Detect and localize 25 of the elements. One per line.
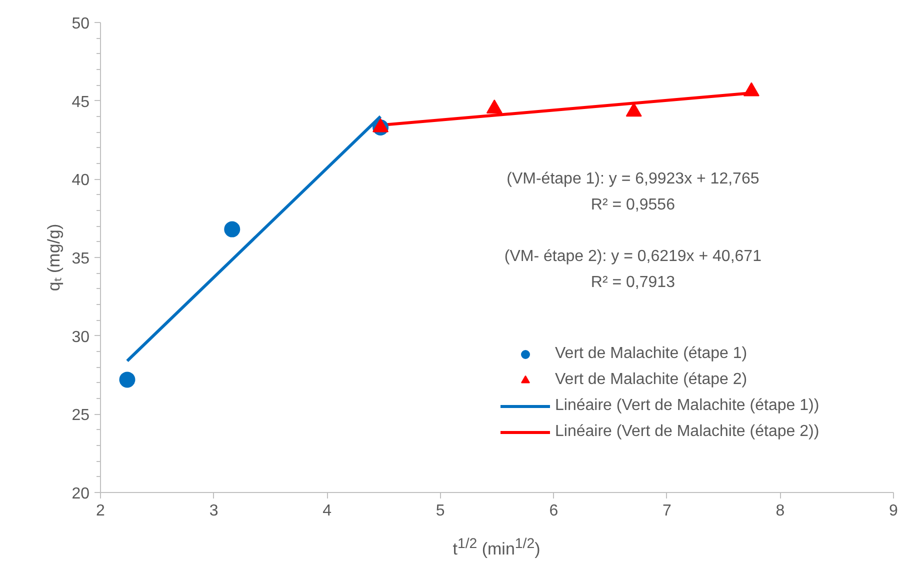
legend-label: Vert de Malachite (étape 1): [555, 345, 748, 363]
x-tick-label: 6: [549, 502, 558, 520]
y-tick-label: 20: [72, 486, 90, 502]
x-tick-label: 4: [322, 502, 332, 520]
x-tick-label: 7: [662, 502, 672, 520]
y-tick-label: 35: [72, 250, 90, 268]
y-tick-label: 40: [72, 172, 90, 190]
y-tick-label: 25: [72, 407, 90, 424]
x-tick-label: 3: [209, 502, 218, 520]
annotation: R² = 0,7913: [590, 274, 676, 292]
annotation: (VM- étape 2): y = 0,6219x + 40,671: [504, 248, 762, 266]
y-tick-label: 30: [72, 328, 90, 346]
x-tick-label: 9: [889, 502, 898, 520]
annotation: (VM-étape 1): y = 6,9923x + 12,765: [506, 170, 760, 188]
legend-label: Linéaire (Vert de Malachite (étape 1)): [555, 397, 820, 415]
annotation: R² = 0,9556: [590, 196, 676, 214]
y-axis-title: qₜ (mg/g): [44, 224, 64, 292]
legend-label: Linéaire (Vert de Malachite (étape 2)): [555, 423, 820, 441]
x-tick-label: 5: [436, 502, 445, 520]
y-tick-label: 45: [72, 94, 90, 111]
x-axis-title: t$^{1/2}$ (min$^{1/2}$): [452, 535, 540, 561]
x-tick-label: 2: [96, 502, 106, 520]
legend-label: Vert de Malachite (étape 2): [555, 371, 748, 389]
y-tick-label: 50: [72, 16, 90, 32]
x-tick-label: 8: [776, 502, 785, 520]
